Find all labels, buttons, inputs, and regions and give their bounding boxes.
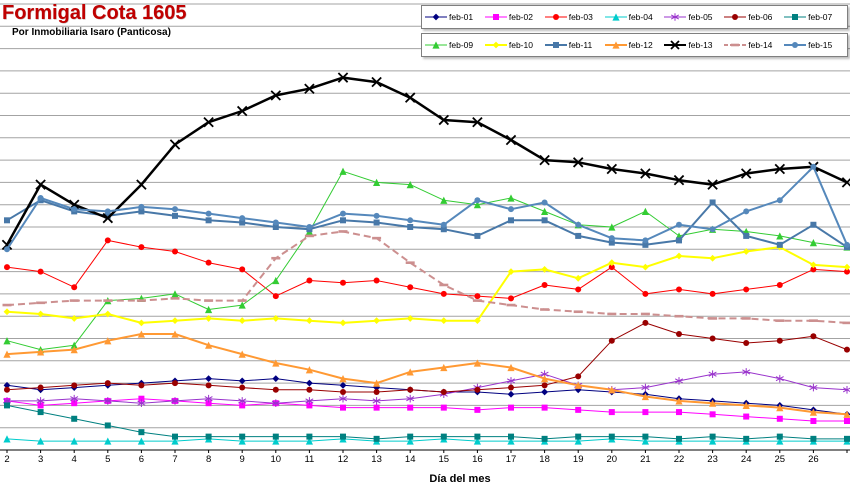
legend-item-feb-14: feb-14	[724, 40, 784, 50]
legend-marker-circle-icon	[724, 14, 747, 20]
svg-text:8: 8	[206, 454, 211, 465]
legend-marker-square-icon	[544, 42, 567, 48]
legend-item-feb-09: feb-09	[425, 40, 485, 50]
legend-item-feb-04: feb-04	[604, 12, 665, 22]
svg-text:20: 20	[607, 454, 618, 465]
legend-label: feb-04	[628, 12, 653, 22]
legend-item-feb-12: feb-12	[604, 40, 665, 50]
x-axis-title: Día del mes	[429, 473, 491, 485]
series-feb-15	[4, 163, 850, 253]
series-feb-06	[4, 319, 850, 396]
series-feb-03	[4, 237, 850, 302]
legend-item-feb-05: feb-05	[664, 12, 724, 22]
legend-marker-square-icon	[784, 14, 807, 20]
legend-marker-x-icon	[664, 40, 687, 50]
legend-marker-square-icon	[484, 14, 507, 20]
svg-text:4: 4	[72, 454, 77, 465]
legend-marker-diamond-icon	[484, 41, 507, 49]
legend-item-feb-11: feb-11	[544, 40, 605, 50]
svg-text:3: 3	[38, 454, 43, 465]
svg-text:5: 5	[105, 454, 110, 465]
chart-title: Formigal Cota 1605	[2, 2, 187, 24]
legend-label: feb-10	[508, 40, 533, 50]
legend-item-feb-13: feb-13	[664, 40, 724, 50]
svg-text:26: 26	[808, 454, 819, 465]
legend-marker-circle-icon	[784, 42, 807, 48]
svg-text:2: 2	[4, 454, 9, 465]
svg-text:23: 23	[707, 454, 718, 465]
svg-text:25: 25	[775, 454, 786, 465]
svg-text:24: 24	[741, 454, 752, 465]
legend-label: feb-13	[688, 40, 713, 50]
legend-label: feb-15	[808, 40, 833, 50]
svg-text:18: 18	[539, 454, 550, 465]
chart-legend-row-2: feb-09 feb-10 feb-11 feb-12 feb-13 feb-14 feb-…	[421, 33, 848, 57]
series-feb-10	[3, 243, 850, 327]
svg-text:22: 22	[674, 454, 685, 465]
chart-subtitle: Por Inmobiliaria Isaro (Panticosa)	[12, 27, 171, 38]
legend-marker-dash-icon	[724, 43, 747, 47]
legend-label: feb-05	[688, 12, 713, 22]
svg-text:13: 13	[371, 454, 382, 465]
x-axis	[0, 449, 850, 453]
legend-item-feb-15: feb-15	[784, 40, 844, 50]
series-feb-04	[3, 435, 850, 445]
legend-label: feb-14	[748, 40, 773, 50]
svg-text:14: 14	[405, 454, 416, 465]
legend-item-feb-10: feb-10	[484, 40, 545, 50]
legend-item-feb-03: feb-03	[544, 12, 605, 22]
legend-item-feb-01: feb-01	[425, 12, 485, 22]
svg-text:10: 10	[271, 454, 282, 465]
svg-text:7: 7	[172, 454, 177, 465]
x-axis-labels: 2 3 4 5 6 7 8 9 10 11 12 13 14 15 16 17 18 19 20 21 22 23 24 25…	[4, 454, 818, 465]
legend-label: feb-11	[568, 40, 593, 50]
svg-text:15: 15	[439, 454, 450, 465]
series-feb-02	[4, 395, 850, 425]
svg-text:11: 11	[304, 454, 314, 465]
svg-text:6: 6	[139, 454, 144, 465]
svg-text:16: 16	[472, 454, 483, 465]
legend-marker-triangle-icon	[425, 41, 447, 49]
legend-item-feb-02: feb-02	[484, 12, 545, 22]
legend-label: feb-02	[508, 12, 533, 22]
svg-text:17: 17	[506, 454, 517, 465]
series-feb-14	[2, 230, 850, 325]
series-feb-07	[4, 402, 850, 442]
svg-text:12: 12	[338, 454, 349, 465]
legend-item-feb-07: feb-07	[784, 12, 844, 22]
series-feb-13	[1, 72, 850, 251]
legend-label: feb-01	[449, 12, 474, 22]
legend-label: feb-03	[568, 12, 593, 22]
gridlines	[0, 3, 850, 429]
series-feb-05	[2, 368, 850, 407]
legend-marker-triangle-icon	[604, 41, 627, 49]
legend-label: feb-07	[808, 12, 833, 22]
legend-label: feb-06	[748, 12, 773, 22]
legend-label: feb-12	[628, 40, 653, 50]
series-feb-12	[3, 330, 850, 418]
svg-text:9: 9	[240, 454, 245, 465]
legend-marker-diamond-icon	[425, 13, 447, 21]
svg-text:21: 21	[640, 454, 651, 465]
legend-marker-asterisk-icon	[664, 13, 687, 21]
legend-item-feb-06: feb-06	[724, 12, 784, 22]
legend-marker-circle-icon	[544, 14, 567, 20]
svg-text:19: 19	[573, 454, 584, 465]
legend-label: feb-09	[449, 40, 474, 50]
legend-marker-triangle-icon	[604, 13, 627, 21]
chart-legend-row-1: feb-01 feb-02 feb-03 feb-04 feb-05 feb-06 feb-…	[421, 5, 848, 29]
